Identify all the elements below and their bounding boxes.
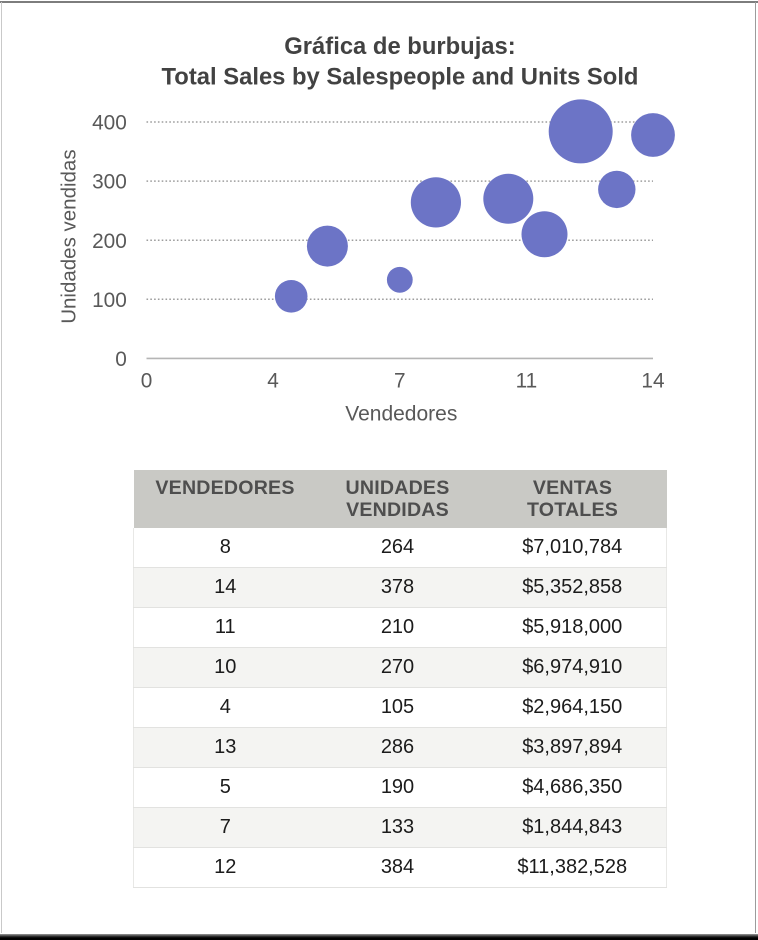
svg-text:7: 7 xyxy=(394,369,406,392)
svg-text:Unidades vendidas: Unidades vendidas xyxy=(58,149,81,323)
svg-text:0: 0 xyxy=(141,369,153,392)
svg-text:14: 14 xyxy=(641,369,664,392)
svg-text:Vendedores: Vendedores xyxy=(345,403,457,426)
svg-text:100: 100 xyxy=(92,289,127,312)
svg-text:Total Sales by Salespeople and: Total Sales by Salespeople and Units Sol… xyxy=(162,63,639,90)
svg-text:300: 300 xyxy=(92,171,127,194)
svg-text:Gráfica de burbujas:: Gráfica de burbujas: xyxy=(284,33,515,60)
svg-text:200: 200 xyxy=(92,230,127,253)
svg-text:400: 400 xyxy=(92,112,127,135)
svg-text:4: 4 xyxy=(267,369,279,392)
svg-text:0: 0 xyxy=(115,348,127,371)
svg-text:11: 11 xyxy=(516,369,538,392)
